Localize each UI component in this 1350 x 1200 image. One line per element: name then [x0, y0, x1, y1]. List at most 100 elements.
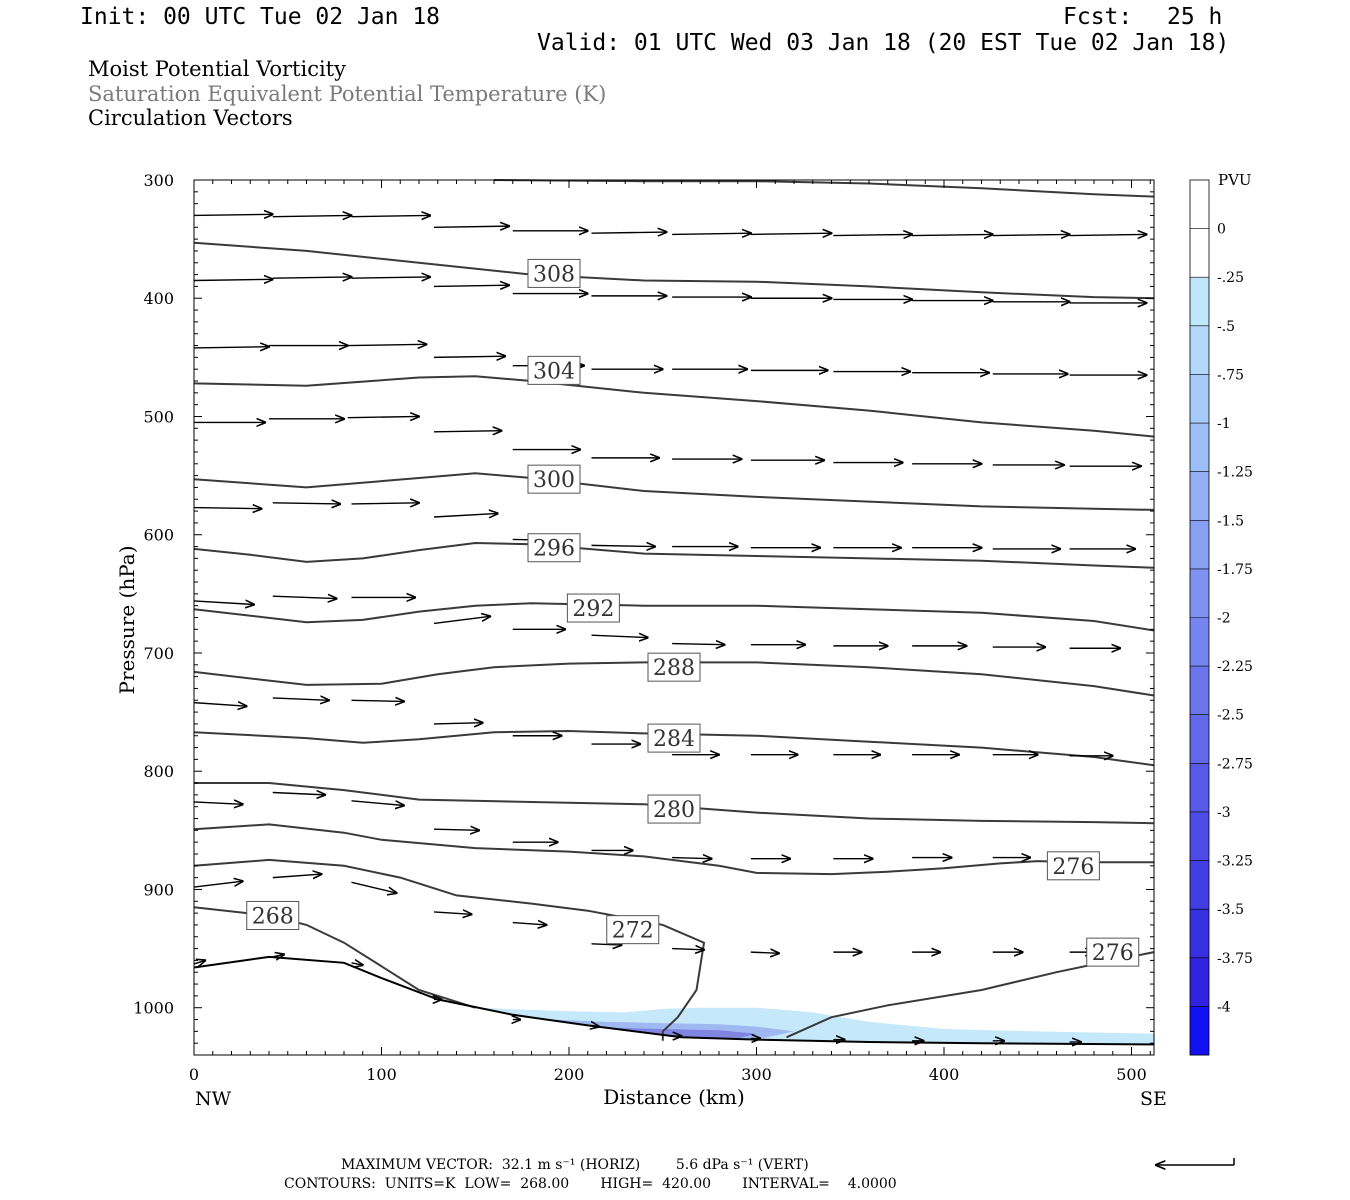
circulation-vector: [272, 698, 329, 700]
circulation-vector: [351, 800, 405, 806]
y-tick-label: 1000: [133, 999, 174, 1018]
colorbar-swatch: [1190, 471, 1209, 521]
contour-line-312: [493, 179, 1155, 198]
contour-line-288: [193, 661, 1155, 697]
contour-label: 284: [653, 727, 695, 752]
x-axis-label: Distance (km): [603, 1085, 745, 1109]
contour-label: 288: [653, 656, 695, 681]
circulation-vector: [193, 508, 262, 509]
forecast-hour: 25 h: [1167, 4, 1223, 30]
x-tick-label: 500: [1116, 1065, 1147, 1084]
colorbar-label: -.75: [1217, 367, 1244, 383]
y-tick-label: 500: [143, 407, 174, 426]
contours-line: CONTOURS: UNITS=K LOW= 268.00 HIGH= 420.…: [284, 1176, 897, 1192]
circulation-vector: [433, 431, 502, 432]
contour-label: 280: [653, 798, 695, 823]
circulation-vector: [193, 960, 205, 964]
colorbar-swatch: [1190, 714, 1209, 764]
contour-label-box: [566, 593, 620, 623]
contour-label-box: [606, 915, 660, 945]
contour-label-box: [647, 794, 701, 824]
contour-layer: [193, 179, 1155, 1046]
x-endpoint-right: SE: [1140, 1088, 1167, 1110]
contour-label: 292: [572, 597, 614, 622]
circulation-vector: [591, 232, 667, 233]
circulation-vector: [351, 881, 397, 893]
circulation-vector: [272, 954, 284, 956]
colorbar-unit: PVU: [1218, 171, 1252, 189]
x-endpoint-left: NW: [195, 1088, 232, 1110]
forecast-label: Fcst:: [1063, 4, 1133, 30]
circulation-vector: [433, 226, 509, 227]
circulation-vector: [347, 416, 419, 417]
circulation-vector: [912, 234, 993, 235]
circulation-vector: [750, 233, 832, 234]
colorbar-swatch: [1190, 180, 1209, 230]
circulation-vector: [433, 912, 472, 914]
contour-line-292: [193, 602, 1155, 632]
circulation-vector: [592, 1025, 600, 1026]
colorbar-label: -.5: [1217, 319, 1235, 335]
y-tick-label: 600: [143, 526, 174, 545]
circulation-vector: [272, 277, 352, 278]
colorbar-swatch: [1190, 617, 1209, 667]
colorbar-label: -1.75: [1217, 562, 1253, 578]
colorbar-label: 0: [1217, 222, 1226, 238]
circulation-vector: [272, 793, 326, 795]
contour-label: 304: [533, 359, 575, 384]
circulation-vector: [1069, 234, 1147, 235]
circulation-vector: [433, 285, 509, 286]
circulation-vector: [672, 233, 751, 234]
circulation-vector: [672, 858, 711, 859]
circulation-vector: [433, 356, 505, 357]
x-tick-label: 200: [554, 1065, 585, 1084]
circulation-vector: [433, 829, 479, 830]
circulation-vector: [833, 234, 912, 235]
contour-line-304: [193, 375, 1155, 438]
circulation-vector: [351, 963, 363, 965]
circulation-vector: [193, 703, 247, 707]
colorbar-label: -2.75: [1217, 756, 1253, 772]
y-tick-label: 800: [143, 762, 174, 781]
valid-time: Valid: 01 UTC Wed 03 Jan 18 (20 EST Tue …: [537, 30, 1230, 56]
circulation-vector: [193, 881, 243, 888]
contour-label-box: [527, 533, 581, 563]
colorbar-label: -1.25: [1217, 465, 1253, 481]
colorbar: 0 -.25 -.5 -.75 -1 -1.25 -1.5 -1.75 -2 -2.25 -2.5 -…: [1189, 179, 1253, 1056]
contour-label: 272: [612, 919, 654, 944]
field-title-mpv: Moist Potential Vorticity: [88, 57, 346, 81]
colorbar-label: -2.25: [1217, 659, 1253, 675]
circulation-vector: [193, 214, 273, 215]
x-tick-label: 300: [741, 1065, 772, 1084]
colorbar-label: -3.75: [1217, 951, 1253, 967]
colorbar-label: -3.5: [1217, 902, 1244, 918]
colorbar-swatch: [1190, 277, 1209, 327]
contour-label-box: [527, 258, 581, 288]
contour-line-284: [193, 729, 1155, 767]
colorbar-swatch: [1190, 763, 1209, 813]
y-tick-label: 400: [143, 289, 174, 308]
circulation-vector: [193, 279, 273, 280]
contour-label: 268: [252, 904, 294, 929]
x-tick-label: 400: [929, 1065, 960, 1084]
colorbar-label: -2: [1217, 611, 1231, 627]
contour-line-272: [193, 858, 706, 1041]
contour-label: 308: [533, 262, 575, 287]
contour-line-300: [193, 472, 1155, 511]
circulation-vector: [193, 802, 243, 804]
colorbar-swatch: [1190, 811, 1209, 862]
colorbar-swatch: [1190, 374, 1209, 424]
y-tick-label: 700: [143, 644, 174, 663]
colorbar-swatch: [1190, 228, 1209, 278]
contour-label-box: [527, 464, 581, 494]
reference-vector-icon: [1156, 1158, 1235, 1165]
y-axis-label: Pressure (hPa): [115, 546, 139, 695]
circulation-vector: [272, 596, 337, 598]
colorbar-swatch: [1190, 568, 1209, 618]
contour-label-box: [1086, 937, 1140, 967]
colorbar-label: -1: [1217, 416, 1231, 432]
circulation-vector: [351, 215, 431, 216]
contour-line-308: [193, 241, 1155, 300]
init-time: Init: 00 UTC Tue 02 Jan 18: [80, 4, 441, 30]
